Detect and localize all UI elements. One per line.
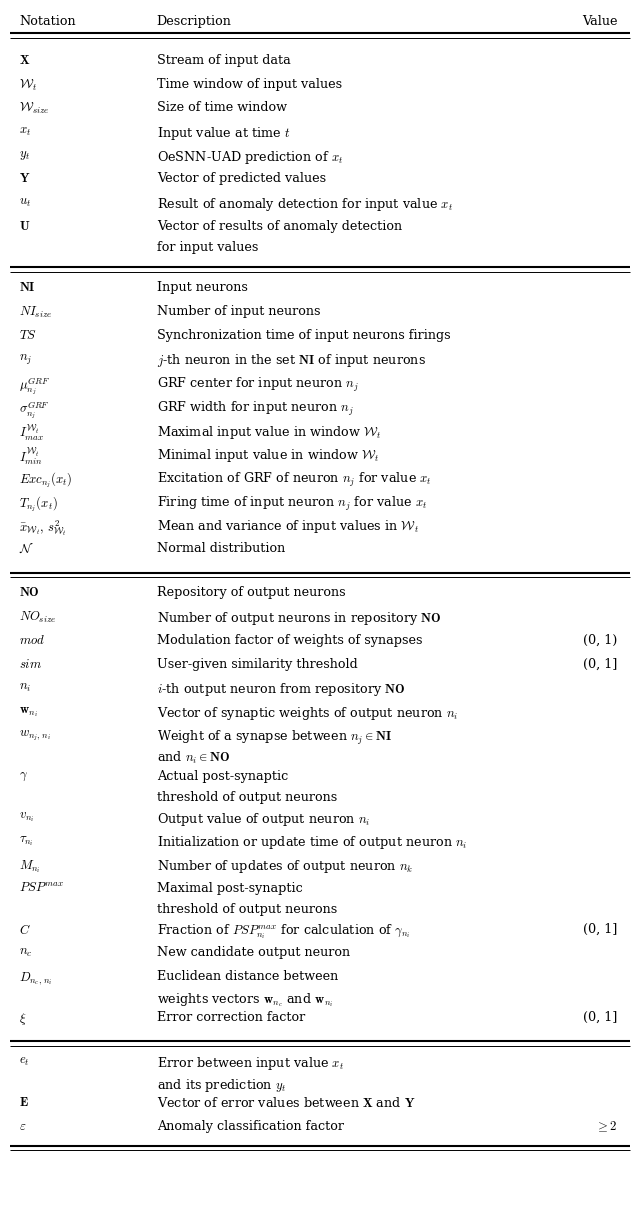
Text: Maximal input value in window $\mathcal{W}_t$: Maximal input value in window $\mathcal{… (157, 424, 381, 440)
Text: $\tau_{n_i}$: $\tau_{n_i}$ (19, 834, 34, 848)
Text: $\mathbf{U}$: $\mathbf{U}$ (19, 220, 31, 232)
Text: $\mathbf{X}$: $\mathbf{X}$ (19, 53, 31, 67)
Text: $\bar{x}_{\mathcal{W}_t},\, s^2_{\mathcal{W}_t}$: $\bar{x}_{\mathcal{W}_t},\, s^2_{\mathca… (19, 518, 67, 538)
Text: Mean and variance of input values in $\mathcal{W}_t$: Mean and variance of input values in $\m… (157, 518, 419, 536)
Text: Value: Value (582, 15, 618, 28)
Text: Minimal input value in window $\mathcal{W}_t$: Minimal input value in window $\mathcal{… (157, 448, 379, 465)
Text: Description: Description (157, 15, 232, 28)
Text: $y_t$: $y_t$ (19, 149, 31, 162)
Text: $\mathbf{w}_{n_i}$: $\mathbf{w}_{n_i}$ (19, 705, 38, 719)
Text: $I_{max}^{\mathcal{W}_t}$: $I_{max}^{\mathcal{W}_t}$ (19, 424, 44, 443)
Text: $D_{n_c,\, n_i}$: $D_{n_c,\, n_i}$ (19, 970, 53, 986)
Text: $\mu_{n_j}^{GRF}$: $\mu_{n_j}^{GRF}$ (19, 376, 51, 397)
Text: $\varepsilon$: $\varepsilon$ (19, 1119, 27, 1133)
Text: Firing time of input neuron $n_j$ for value $x_t$: Firing time of input neuron $n_j$ for va… (157, 495, 427, 513)
Text: $e_t$: $e_t$ (19, 1055, 30, 1068)
Text: $NI_{size}$: $NI_{size}$ (19, 305, 52, 321)
Text: $mod$: $mod$ (19, 634, 45, 647)
Text: weights vectors $\mathbf{w}_{n_c}$ and $\mathbf{w}_{n_i}$: weights vectors $\mathbf{w}_{n_c}$ and $… (157, 991, 333, 1009)
Text: $\mathbf{E}$: $\mathbf{E}$ (19, 1096, 29, 1110)
Text: Weight of a synapse between $n_j \in \mathbf{NI}$: Weight of a synapse between $n_j \in \ma… (157, 728, 392, 747)
Text: User-given similarity threshold: User-given similarity threshold (157, 657, 358, 670)
Text: $j$-th neuron in the set $\mathbf{NI}$ of input neurons: $j$-th neuron in the set $\mathbf{NI}$ o… (157, 352, 426, 369)
Text: $n_c$: $n_c$ (19, 946, 33, 960)
Text: $n_j$: $n_j$ (19, 352, 33, 367)
Text: $\gamma$: $\gamma$ (19, 770, 28, 783)
Text: Notation: Notation (19, 15, 76, 28)
Text: $NO_{size}$: $NO_{size}$ (19, 610, 56, 626)
Text: $\mathbf{NO}$: $\mathbf{NO}$ (19, 587, 40, 599)
Text: Number of input neurons: Number of input neurons (157, 305, 320, 318)
Text: $M_{n_i}$: $M_{n_i}$ (19, 858, 41, 875)
Text: Euclidean distance between: Euclidean distance between (157, 970, 338, 983)
Text: $\mathcal{W}_t$: $\mathcal{W}_t$ (19, 77, 37, 93)
Text: $Exc_{n_j}(x_t)$: $Exc_{n_j}(x_t)$ (19, 471, 72, 490)
Text: Initialization or update time of output neuron $n_i$: Initialization or update time of output … (157, 834, 467, 852)
Text: $\mathbf{NI}$: $\mathbf{NI}$ (19, 281, 36, 294)
Text: OeSNN-UAD prediction of $x_t$: OeSNN-UAD prediction of $x_t$ (157, 149, 344, 166)
Text: Modulation factor of weights of synapses: Modulation factor of weights of synapses (157, 634, 422, 647)
Text: Vector of synaptic weights of output neuron $n_i$: Vector of synaptic weights of output neu… (157, 705, 458, 722)
Text: Actual post-synaptic: Actual post-synaptic (157, 770, 288, 783)
Text: New candidate output neuron: New candidate output neuron (157, 946, 350, 960)
Text: Stream of input data: Stream of input data (157, 53, 291, 67)
Text: Input neurons: Input neurons (157, 281, 248, 294)
Text: $\mathbf{Y}$: $\mathbf{Y}$ (19, 172, 31, 185)
Text: $u_t$: $u_t$ (19, 196, 31, 209)
Text: $\mathcal{N}$: $\mathcal{N}$ (19, 542, 34, 555)
Text: and its prediction $y_t$: and its prediction $y_t$ (157, 1077, 286, 1094)
Text: $I_{min}^{\mathcal{W}_t}$: $I_{min}^{\mathcal{W}_t}$ (19, 448, 43, 468)
Text: $\sigma_{n_j}^{GRF}$: $\sigma_{n_j}^{GRF}$ (19, 399, 50, 421)
Text: and $n_i \in \mathbf{NO}$: and $n_i \in \mathbf{NO}$ (157, 750, 230, 766)
Text: GRF width for input neuron $n_j$: GRF width for input neuron $n_j$ (157, 399, 354, 417)
Text: $\mathcal{W}_{size}$: $\mathcal{W}_{size}$ (19, 102, 50, 116)
Text: $T_{n_j}(x_t)$: $T_{n_j}(x_t)$ (19, 495, 58, 514)
Text: $sim$: $sim$ (19, 657, 42, 670)
Text: Input value at time $t$: Input value at time $t$ (157, 125, 290, 142)
Text: Normal distribution: Normal distribution (157, 542, 285, 555)
Text: (0, 1]: (0, 1] (583, 922, 618, 935)
Text: threshold of output neurons: threshold of output neurons (157, 791, 337, 805)
Text: $v_{n_i}$: $v_{n_i}$ (19, 811, 35, 824)
Text: $TS$: $TS$ (19, 329, 37, 341)
Text: Vector of error values between $\mathbf{X}$ and $\mathbf{Y}$: Vector of error values between $\mathbf{… (157, 1096, 415, 1110)
Text: Vector of results of anomaly detection: Vector of results of anomaly detection (157, 220, 402, 232)
Text: Excitation of GRF of neuron $n_j$ for value $x_t$: Excitation of GRF of neuron $n_j$ for va… (157, 471, 431, 489)
Text: Time window of input values: Time window of input values (157, 77, 342, 91)
Text: $x_t$: $x_t$ (19, 125, 31, 138)
Text: Error between input value $x_t$: Error between input value $x_t$ (157, 1055, 344, 1072)
Text: (0, 1]: (0, 1] (583, 1010, 618, 1024)
Text: $PSP^{max}$: $PSP^{max}$ (19, 882, 64, 894)
Text: Repository of output neurons: Repository of output neurons (157, 587, 346, 599)
Text: (0, 1): (0, 1) (583, 634, 618, 647)
Text: Fraction of $PSP^{max}_{n_i}$ for calculation of $\gamma_{n_i}$: Fraction of $PSP^{max}_{n_i}$ for calcul… (157, 922, 410, 941)
Text: $C$: $C$ (19, 922, 31, 937)
Text: Maximal post-synaptic: Maximal post-synaptic (157, 882, 303, 894)
Text: Output value of output neuron $n_i$: Output value of output neuron $n_i$ (157, 811, 370, 828)
Text: $\geq 2$: $\geq 2$ (595, 1119, 618, 1134)
Text: $\xi$: $\xi$ (19, 1010, 27, 1027)
Text: GRF center for input neuron $n_j$: GRF center for input neuron $n_j$ (157, 376, 359, 394)
Text: (0, 1]: (0, 1] (583, 657, 618, 670)
Text: Result of anomaly detection for input value $x_t$: Result of anomaly detection for input va… (157, 196, 453, 213)
Text: $n_i$: $n_i$ (19, 681, 31, 695)
Text: Anomaly classification factor: Anomaly classification factor (157, 1119, 344, 1133)
Text: Synchronization time of input neurons firings: Synchronization time of input neurons fi… (157, 329, 451, 341)
Text: $w_{n_j,\, n_i}$: $w_{n_j,\, n_i}$ (19, 728, 51, 743)
Text: $i$-th output neuron from repository $\mathbf{NO}$: $i$-th output neuron from repository $\m… (157, 681, 405, 698)
Text: Number of updates of output neuron $n_k$: Number of updates of output neuron $n_k$ (157, 858, 413, 875)
Text: Number of output neurons in repository $\mathbf{NO}$: Number of output neurons in repository $… (157, 610, 441, 627)
Text: threshold of output neurons: threshold of output neurons (157, 903, 337, 916)
Text: Vector of predicted values: Vector of predicted values (157, 172, 326, 185)
Text: Size of time window: Size of time window (157, 102, 287, 114)
Text: Error correction factor: Error correction factor (157, 1010, 305, 1024)
Text: for input values: for input values (157, 241, 258, 254)
